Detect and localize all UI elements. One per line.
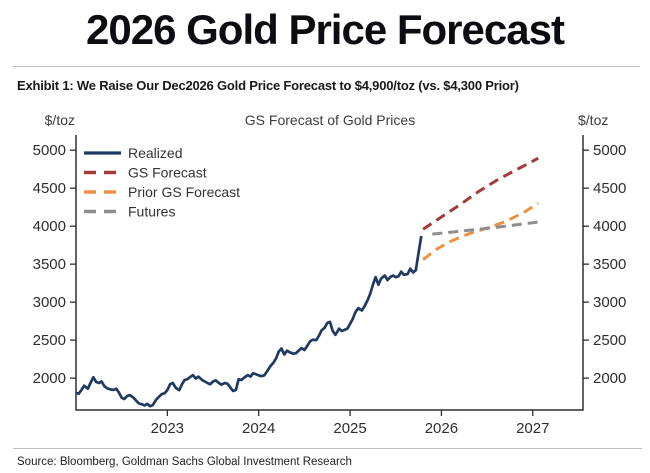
legend-label-prior-gs-forecast: Prior GS Forecast — [128, 184, 240, 200]
source-divider — [13, 448, 642, 449]
x-tick-label: 2025 — [333, 420, 366, 437]
x-tick-label: 2027 — [516, 420, 549, 437]
page-title: 2026 Gold Price Forecast — [86, 6, 565, 53]
legend: Realized GS Forecast Prior GS Forecast Futu… — [84, 145, 240, 220]
x-tick-label: 2026 — [425, 420, 458, 437]
y-tick-label-left: 2500 — [33, 332, 66, 349]
legend-label-futures: Futures — [128, 204, 175, 220]
y-tick-label-left: 2000 — [33, 370, 66, 387]
right-axis-unit-label: $/toz — [578, 112, 608, 128]
title-divider — [13, 66, 640, 67]
series-line-prior-gs-forecast — [422, 202, 539, 261]
y-tick-label-right: 5000 — [593, 142, 626, 159]
y-tick-label-right: 3000 — [593, 294, 626, 311]
y-tick-label-left: 4000 — [33, 218, 66, 235]
y-tick-label-left: 3500 — [33, 256, 66, 273]
chart-canvas: $/toz GS Forecast of Gold Prices $/toz 2… — [33, 112, 627, 437]
chart-title: GS Forecast of Gold Prices — [245, 112, 415, 128]
legend-label-realized: Realized — [128, 145, 182, 161]
left-axis-unit-label: $/toz — [45, 112, 75, 128]
series-line-realized — [75, 235, 423, 408]
y-tick-label-right: 4500 — [593, 180, 626, 197]
x-tick-label: 2024 — [242, 420, 275, 437]
y-tick-label-right: 4000 — [593, 218, 626, 235]
x-tick-label: 2023 — [151, 420, 184, 437]
y-tick-label-right: 2000 — [593, 370, 626, 387]
series-lines — [75, 156, 539, 408]
exhibit-title: Exhibit 1: We Raise Our Dec2026 Gold Pri… — [17, 78, 519, 93]
axis-frame — [75, 135, 584, 411]
y-tick-label-left: 3000 — [33, 294, 66, 311]
y-tick-label-right: 3500 — [593, 256, 626, 273]
y-tick-label-left: 4500 — [33, 180, 66, 197]
axes: 2000 2000 2500 2500 3000 3000 3500 3500 4000 4000… — [33, 135, 626, 437]
y-tick-label-right: 2500 — [593, 332, 626, 349]
y-tick-label-left: 5000 — [33, 142, 66, 159]
series-line-gs-forecast — [422, 156, 539, 231]
legend-label-gs-forecast: GS Forecast — [128, 165, 207, 181]
series-line-futures — [432, 220, 539, 236]
source-text: Source: Bloomberg, Goldman Sachs Global … — [17, 456, 352, 468]
